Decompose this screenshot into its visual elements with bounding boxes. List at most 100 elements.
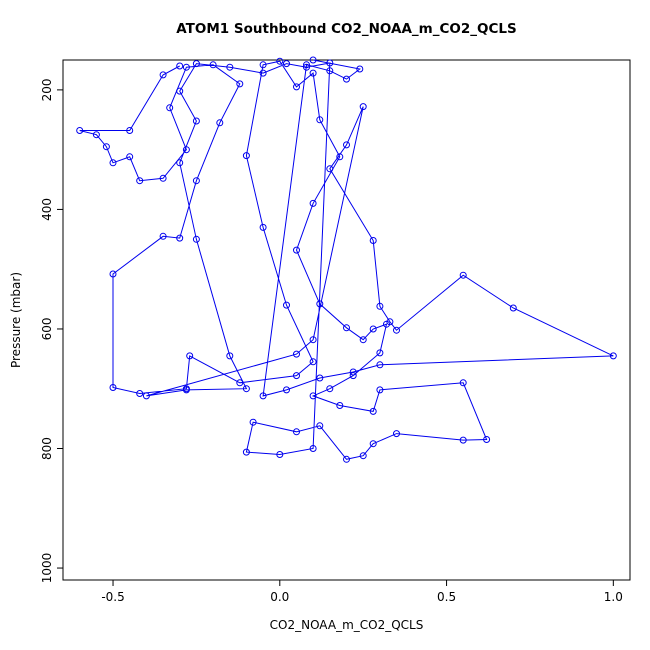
data-point [336, 402, 344, 409]
data-point [276, 57, 284, 65]
data-point [192, 117, 200, 125]
data-point [259, 392, 267, 400]
data-point [303, 63, 310, 71]
data-point [159, 71, 167, 79]
data-point [326, 385, 334, 393]
data-line [79, 59, 614, 460]
data-point [259, 61, 267, 69]
data-point [126, 153, 134, 161]
data-point [309, 199, 317, 207]
data-point [376, 361, 384, 369]
data-point [242, 448, 250, 456]
data-point [182, 63, 190, 71]
data-point [316, 116, 324, 124]
data-point [109, 159, 117, 167]
data-point [136, 390, 144, 397]
data-point [359, 336, 367, 344]
data-point [293, 372, 300, 380]
data-point [242, 385, 250, 393]
x-axis-tick-label: 1.0 [604, 590, 623, 604]
x-axis-tick-label: -0.5 [101, 590, 124, 604]
data-point [316, 374, 324, 382]
data-point [349, 372, 357, 380]
x-axis-label: CO2_NOAA_m_CO2_QCLS [269, 618, 424, 632]
data-point [109, 270, 117, 278]
data-point [176, 159, 184, 167]
data-point [376, 386, 384, 394]
data-point [309, 336, 317, 344]
x-axis-tick-label: 0.0 [270, 590, 289, 604]
data-point [459, 271, 467, 279]
data-point [609, 352, 617, 360]
data-point [386, 318, 394, 326]
data-point [249, 418, 257, 426]
data-point [176, 87, 184, 95]
data-point [316, 300, 324, 308]
data-point [242, 152, 250, 160]
y-axis-tick-label: 800 [40, 437, 54, 460]
data-point [316, 422, 324, 430]
data-point [393, 326, 400, 334]
data-point [293, 246, 300, 254]
data-point [226, 63, 234, 71]
data-point [166, 104, 174, 112]
data-point [126, 127, 134, 134]
data-point [192, 177, 200, 185]
data-point [142, 392, 150, 400]
data-point [209, 61, 217, 69]
data-point [92, 131, 100, 139]
data-point [259, 69, 267, 77]
data-point [176, 234, 184, 242]
data-point [309, 445, 317, 452]
data-point [283, 60, 290, 68]
plot-box [62, 59, 631, 581]
chart-title: ATOM1 Southbound CO2_NOAA_m_CO2_QCLS [176, 21, 517, 37]
data-point [326, 165, 334, 173]
data-point [293, 83, 300, 91]
data-point [226, 352, 234, 360]
data-point [393, 430, 400, 438]
data-point [136, 177, 144, 185]
data-point [326, 67, 334, 75]
data-point [369, 325, 377, 333]
data-point [276, 451, 284, 458]
data-point [356, 65, 364, 73]
data-point [283, 386, 290, 394]
data-point [309, 358, 317, 366]
data-point [293, 428, 300, 436]
data-point [159, 174, 167, 182]
y-axis-tick-label: 600 [40, 318, 54, 341]
data-point [182, 146, 190, 154]
data-point [259, 223, 267, 231]
data-point [376, 349, 384, 357]
data-point [192, 60, 200, 68]
data-point [376, 302, 384, 310]
data-point [182, 386, 190, 394]
data-point [343, 324, 350, 332]
data-point [343, 141, 350, 149]
data-point [459, 436, 467, 444]
data-point [343, 455, 350, 463]
data-point [483, 436, 491, 443]
data-point [303, 61, 310, 69]
data-point [216, 119, 224, 127]
data-point [369, 237, 377, 244]
data-point [336, 153, 344, 161]
data-point [509, 304, 517, 312]
y-axis-tick-label: 1000 [40, 553, 54, 584]
data-point [76, 127, 84, 134]
data-point [109, 384, 117, 391]
data-point [459, 379, 467, 387]
data-point [359, 452, 367, 460]
data-point [326, 59, 334, 67]
data-point [236, 80, 244, 88]
data-point [369, 440, 377, 448]
data-point [349, 368, 357, 376]
data-point [309, 56, 317, 64]
y-axis-tick-label: 200 [40, 78, 54, 101]
x-axis-tick-label: 0.5 [437, 590, 456, 604]
data-point [176, 62, 184, 70]
data-point [283, 301, 290, 309]
data-point [102, 143, 110, 151]
